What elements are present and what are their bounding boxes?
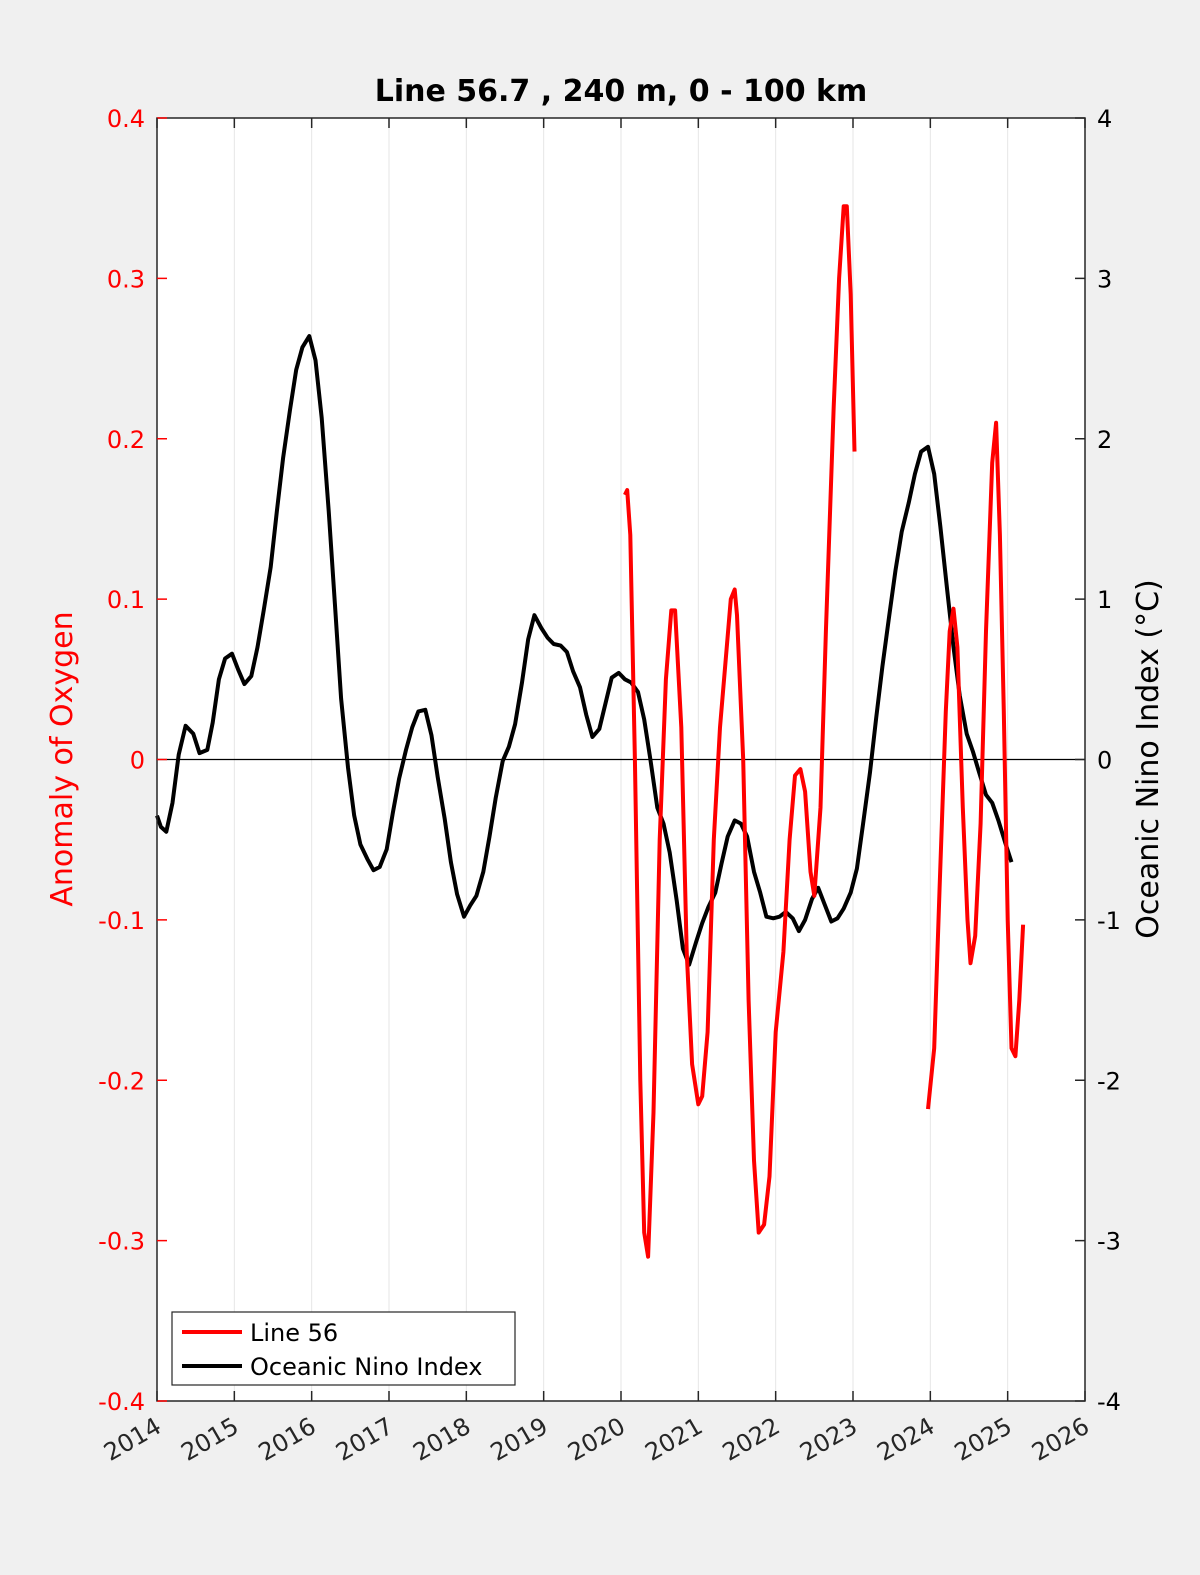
left-tick-label: 0.2 bbox=[107, 426, 145, 454]
left-tick-label: -0.1 bbox=[98, 907, 145, 935]
series-layer bbox=[155, 204, 1026, 1259]
legend-label-oni: Oceanic Nino Index bbox=[250, 1353, 482, 1381]
right-tick-label: 3 bbox=[1097, 265, 1112, 293]
left-tick-label: -0.3 bbox=[98, 1228, 145, 1256]
x-tick-label: 2017 bbox=[331, 1412, 398, 1467]
left-axis-label: Anomaly of Oxygen bbox=[45, 611, 80, 906]
series-line-56 bbox=[623, 204, 857, 1259]
x-tick-label: 2019 bbox=[486, 1412, 553, 1467]
left-tick-label: 0 bbox=[130, 747, 145, 775]
left-tick-label: 0.1 bbox=[107, 586, 145, 614]
x-tick-label: 2015 bbox=[176, 1412, 243, 1467]
right-tick-label: 2 bbox=[1097, 426, 1112, 454]
right-tick-label: -3 bbox=[1097, 1228, 1121, 1256]
left-tick-label: 0.4 bbox=[107, 105, 145, 133]
legend-label-line-56: Line 56 bbox=[250, 1319, 338, 1347]
series-oceanic-nino-index bbox=[155, 334, 1014, 967]
x-tick-label: 2022 bbox=[718, 1412, 785, 1467]
right-tick-label: -1 bbox=[1097, 907, 1121, 935]
x-tick-label: 2023 bbox=[795, 1412, 862, 1467]
right-tick-label: 1 bbox=[1097, 586, 1112, 614]
left-tick-label: -0.4 bbox=[98, 1388, 145, 1416]
x-tick-label: 2026 bbox=[1027, 1412, 1094, 1467]
right-axis-label: Oceanic Nino Index (°C) bbox=[1131, 579, 1166, 939]
left-axis: -0.4 -0.3 -0.2 -0.1 0 0.1 0.2 0.3 0.4 bbox=[98, 105, 167, 1416]
right-tick-label: 4 bbox=[1097, 105, 1112, 133]
x-tick-label: 2021 bbox=[640, 1412, 707, 1467]
right-tick-label: -2 bbox=[1097, 1067, 1121, 1095]
x-tick-label: 2024 bbox=[872, 1412, 939, 1467]
x-tick-label: 2016 bbox=[254, 1412, 321, 1467]
x-tick-label: 2025 bbox=[950, 1412, 1017, 1467]
chart-title: Line 56.7 , 240 m, 0 - 100 km bbox=[375, 74, 868, 109]
right-tick-label: 0 bbox=[1097, 747, 1112, 775]
x-tick-label: 2018 bbox=[408, 1412, 475, 1467]
x-tick-label: 2020 bbox=[563, 1412, 630, 1467]
right-axis: -4 -3 -2 -1 0 1 2 3 4 bbox=[1075, 105, 1121, 1416]
x-tick-label: 2014 bbox=[99, 1412, 166, 1467]
legend-box bbox=[171, 1311, 516, 1386]
series-line-56 bbox=[926, 420, 1026, 1110]
left-tick-label: 0.3 bbox=[107, 265, 145, 293]
left-tick-label: -0.2 bbox=[98, 1067, 145, 1095]
right-tick-label: -4 bbox=[1097, 1388, 1121, 1416]
legend: Line 56 Oceanic Nino Index bbox=[171, 1311, 516, 1386]
